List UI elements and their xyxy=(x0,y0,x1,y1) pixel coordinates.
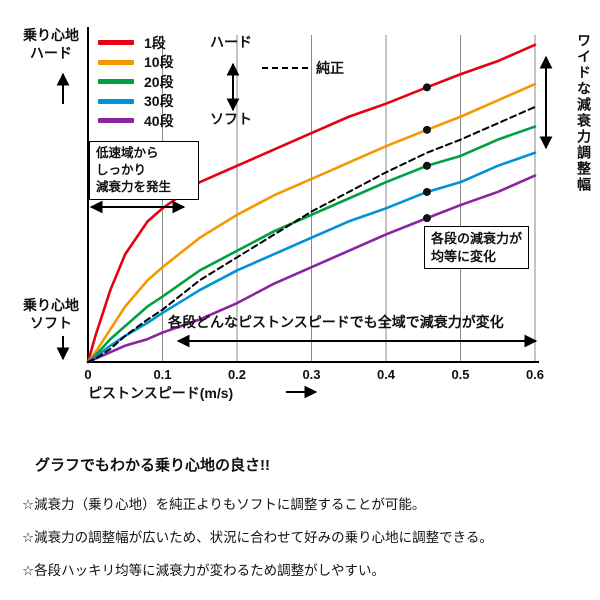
damping-force-chart: 0 0.1 0.2 0.3 0.4 0.5 0.6 乗り心地 ハード 乗り心地 ソフト 1段… xyxy=(23,27,592,401)
series-line-2 xyxy=(86,125,537,364)
stock-label: 純正 xyxy=(316,60,344,76)
benefit-bullet: ☆減衰力の調整幅が広いため、状況に合わせて好みの乗り心地に調整できる。 xyxy=(22,530,493,545)
legend-label: 40段 xyxy=(144,112,174,129)
x-tick-label: 0.6 xyxy=(526,367,544,382)
equal-change-callout: 各段の減衰力が 均等に変化 xyxy=(424,226,530,270)
legend-item: 20段 xyxy=(98,72,174,92)
legend-swatch xyxy=(98,79,134,85)
legend-item: 30段 xyxy=(98,92,174,112)
full-range-note: 各段どんなピストンスピードでも全域で減衰力が変化 xyxy=(168,314,504,330)
legend-item: 40段 xyxy=(98,111,174,131)
y-axis-top-label: 乗り心地 ハード xyxy=(23,27,79,62)
legend-swatch xyxy=(98,98,134,104)
chart-canvas: 0 0.1 0.2 0.3 0.4 0.5 0.6 xyxy=(56,27,553,399)
legend-label: 1段 xyxy=(144,34,166,51)
stock-line-legend: 純正 xyxy=(262,58,344,78)
legend-swatch xyxy=(98,59,134,65)
wide-adjustment-label: ワイドな減衰力調整幅 xyxy=(576,33,592,193)
chart-legend: 1段 10段 20段 30段 40段 xyxy=(98,33,174,131)
low-speed-callout: 低速域から しっかり 減衰力を発生 xyxy=(89,141,199,200)
series-line-0 xyxy=(86,43,537,364)
y-axis-bottom-label: 乗り心地 ソフト xyxy=(23,297,79,332)
series-line-3 xyxy=(86,151,537,364)
description-heading: グラフでもわかる乗り心地の良さ!! xyxy=(35,457,270,474)
step-marker-dot xyxy=(422,161,431,170)
x-tick-label: 0.5 xyxy=(451,367,469,382)
x-tick-label: 0.2 xyxy=(228,367,246,382)
legend-item: 1段 xyxy=(98,33,174,53)
legend-swatch xyxy=(98,40,134,46)
legend-hard-label: ハード xyxy=(210,34,252,50)
x-tick-label: 0.1 xyxy=(153,367,171,382)
dashed-line-swatch xyxy=(262,67,308,69)
step-marker-dot xyxy=(422,125,431,134)
x-tick-label: 0.3 xyxy=(302,367,320,382)
series-line-1 xyxy=(86,82,537,364)
legend-label: 30段 xyxy=(144,93,174,110)
x-axis-label: ピストンスピード(m/s) xyxy=(88,385,234,401)
legend-item: 10段 xyxy=(98,53,174,73)
series-line-5 xyxy=(87,105,536,363)
legend-swatch xyxy=(98,118,134,124)
x-tick-label: 0 xyxy=(84,367,91,382)
x-tick-label: 0.4 xyxy=(377,367,396,382)
description-section: グラフでもわかる乗り心地の良さ!! ☆減衰力（乗り心地）を純正よりもソフトに調整… xyxy=(0,410,600,579)
legend-label: 20段 xyxy=(144,73,174,90)
benefit-list: ☆減衰力（乗り心地）を純正よりもソフトに調整することが可能。 ☆減衰力の調整幅が広… xyxy=(0,493,600,579)
step-marker-dot xyxy=(422,83,431,92)
benefit-bullet: ☆各段ハッキリ均等に減衰力が変わるため調整がしやすい。 xyxy=(22,563,385,578)
legend-soft-label: ソフト xyxy=(210,111,252,127)
benefit-bullet: ☆減衰力（乗り心地）を純正よりもソフトに調整することが可能。 xyxy=(22,497,426,512)
series-line-4 xyxy=(86,174,537,364)
step-marker-dot xyxy=(422,187,431,196)
step-marker-dot xyxy=(422,214,431,223)
legend-label: 10段 xyxy=(144,54,174,71)
